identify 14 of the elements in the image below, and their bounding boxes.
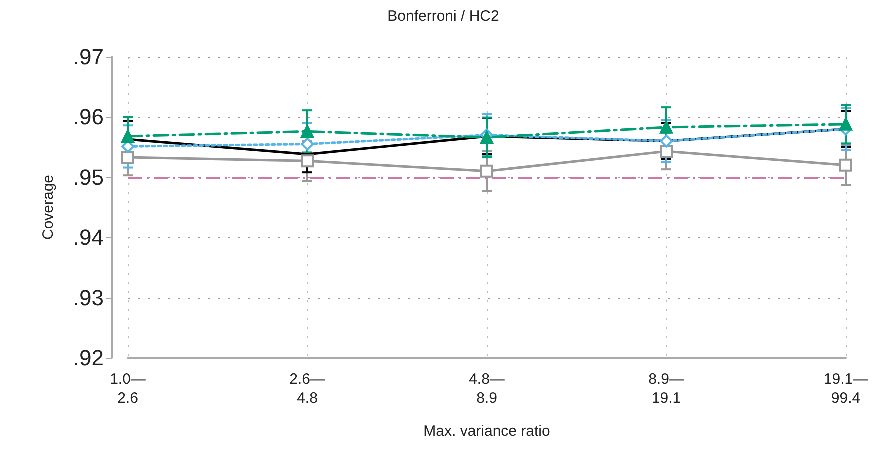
y-tick-label: .92 xyxy=(73,346,104,370)
y-tick-label: .96 xyxy=(73,104,104,130)
y-tick-label: .94 xyxy=(73,225,104,250)
y-tick-label: .95 xyxy=(73,164,104,190)
x-axis-title: Max. variance ratio xyxy=(424,423,550,440)
x-tick-label: 1.0— 2.6 xyxy=(110,371,146,407)
x-tick-label: 19.1— 99.4 xyxy=(824,371,868,407)
x-tick-label: 2.6— 4.8 xyxy=(290,371,326,407)
y-axis-title: Coverage xyxy=(40,174,57,240)
chart-title: Bonferroni / HC2 xyxy=(388,8,500,25)
x-tick-label: 4.8— 8.9 xyxy=(469,371,505,407)
y-tick-label: .97 xyxy=(73,44,104,70)
y-tick-label: .93 xyxy=(73,285,104,310)
x-tick-label: 8.9— 19.1 xyxy=(648,371,684,407)
